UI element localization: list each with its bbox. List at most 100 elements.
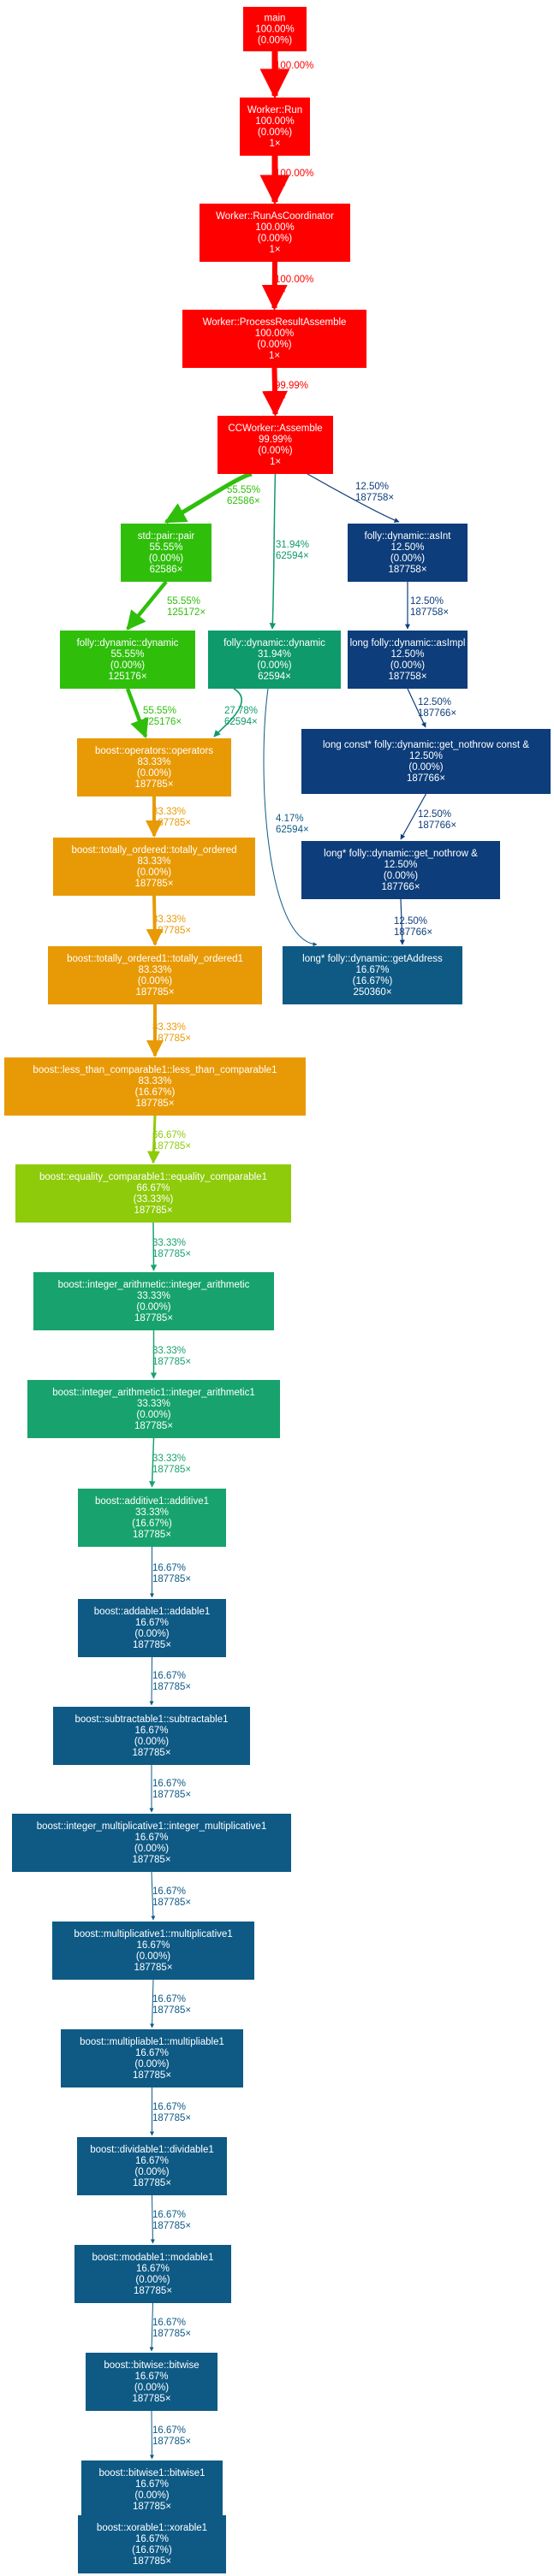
node-label: 33.33% bbox=[135, 1507, 169, 1518]
node-box bbox=[81, 2461, 223, 2519]
edge-label: 1× bbox=[275, 72, 286, 82]
edge-line bbox=[407, 688, 426, 728]
node-box bbox=[77, 2137, 227, 2195]
node-label: 31.94% bbox=[258, 649, 291, 660]
node-label: (0.00%) bbox=[258, 234, 292, 244]
node-label: boost::additive1::additive1 bbox=[95, 1496, 209, 1507]
edge-label: 27.78% bbox=[224, 706, 258, 716]
node-box bbox=[217, 416, 333, 474]
node-label: boost::bitwise::bitwise bbox=[104, 2360, 199, 2371]
edge-ccw-to-pair: 55.55%62586× bbox=[164, 471, 260, 524]
node-label: 12.50% bbox=[384, 860, 417, 870]
edge-label: 55.55% bbox=[143, 706, 176, 716]
edge-label: 12.50% bbox=[418, 697, 451, 708]
node-box bbox=[182, 310, 366, 368]
nodes-layer: main100.00%(0.00%)Worker::Run100.00%(0.0… bbox=[4, 7, 551, 2573]
node-box bbox=[27, 1380, 280, 1438]
edge-label: 187785× bbox=[152, 1465, 191, 1475]
edge-label: 187758× bbox=[355, 493, 394, 503]
node-label: 187785× bbox=[133, 1530, 171, 1540]
node-label: 125176× bbox=[108, 672, 146, 682]
node-label: 12.50% bbox=[409, 751, 443, 761]
edge-line bbox=[146, 895, 164, 946]
node-label: 187785× bbox=[133, 1640, 171, 1650]
edge-label: 100.00% bbox=[275, 275, 313, 285]
node-label: boost::totally_ordered1::totally_ordered… bbox=[67, 954, 243, 964]
node-box bbox=[301, 841, 500, 899]
node-label: 66.67% bbox=[136, 1183, 170, 1193]
edge-getnt-to-getn: 12.50%187766× bbox=[400, 793, 456, 840]
edge-label: 33.33% bbox=[152, 1238, 186, 1248]
edge-ops-to-tot: 83.33%187785× bbox=[146, 796, 191, 838]
node-label: 187758× bbox=[388, 672, 426, 682]
edge-label: 62594× bbox=[276, 551, 309, 561]
node-box bbox=[12, 1814, 291, 1872]
edge-label: 4.17% bbox=[276, 814, 304, 824]
edge-label: 16.67% bbox=[152, 2425, 186, 2436]
node-label: main bbox=[265, 14, 286, 24]
edge-mod-to-bitwise: 16.67%187785× bbox=[149, 2302, 191, 2352]
node-label: folly::dynamic::dynamic bbox=[77, 638, 179, 648]
node-box bbox=[78, 2515, 226, 2573]
node-label: (16.67%) bbox=[353, 976, 393, 986]
node-label: 83.33% bbox=[137, 757, 170, 767]
edge-eq-to-ia: 33.33%187785× bbox=[150, 1222, 191, 1271]
node-label: 187785× bbox=[134, 879, 173, 889]
node-box bbox=[78, 1489, 226, 1547]
edge-label: 100.00% bbox=[275, 61, 313, 71]
node-label: boost::bitwise1::bitwise1 bbox=[98, 2468, 205, 2478]
edge-ltc-to-eq: 66.67%187785× bbox=[146, 1115, 191, 1164]
node-ia1: boost::integer_arithmetic1::integer_arit… bbox=[27, 1380, 280, 1438]
edge-label: 55.55% bbox=[227, 485, 260, 495]
edge-ia-to-ia1: 33.33%187785× bbox=[150, 1330, 191, 1379]
node-label: (0.00%) bbox=[408, 762, 443, 773]
node-tot: boost::totally_ordered::totally_ordered8… bbox=[53, 838, 255, 896]
edge-label: 187785× bbox=[152, 2005, 191, 2016]
edge-label: 187766× bbox=[394, 927, 432, 938]
edge-dyn1-to-ops: 55.55%125176× bbox=[125, 688, 182, 739]
node-label: 250360× bbox=[353, 987, 391, 998]
node-label: (33.33%) bbox=[134, 1194, 174, 1205]
edge-pra-to-ccw: 99.99%1× bbox=[262, 367, 308, 417]
node-asint: folly::dynamic::asInt12.50%(0.00%)187758… bbox=[348, 524, 468, 582]
node-box bbox=[240, 98, 310, 156]
edge-label: 16.67% bbox=[152, 1563, 186, 1573]
node-bitwise: boost::bitwise::bitwise16.67%(0.00%)1877… bbox=[86, 2353, 217, 2411]
node-label: 187785× bbox=[133, 2556, 171, 2567]
edge-mult-to-mulable: 16.67%187785× bbox=[150, 1979, 191, 2028]
node-label: boost::xorable1::xorable1 bbox=[97, 2523, 207, 2533]
edge-ccw-to-dyn2: 31.94%62594× bbox=[269, 473, 309, 630]
node-box bbox=[78, 1599, 226, 1657]
edge-label: 187785× bbox=[152, 1574, 191, 1584]
node-label: (0.00%) bbox=[134, 2490, 169, 2501]
edge-label: 125176× bbox=[143, 717, 182, 727]
node-box bbox=[77, 738, 231, 796]
edge-line bbox=[263, 688, 318, 947]
edge-ia1-to-add1: 33.33%187785× bbox=[148, 1437, 191, 1488]
node-label: 100.00% bbox=[255, 329, 294, 339]
edge-label: 187785× bbox=[152, 1682, 191, 1692]
edge-addable-to-sub: 16.67%187785× bbox=[149, 1656, 191, 1706]
node-label: boost::multipliable1::multipliable1 bbox=[80, 2037, 224, 2047]
node-label: (0.00%) bbox=[134, 2167, 169, 2177]
edge-line bbox=[261, 261, 288, 311]
node-label: (16.67%) bbox=[132, 1519, 172, 1529]
edge-line bbox=[146, 1115, 160, 1164]
edge-label: 16.67% bbox=[152, 2318, 186, 2328]
node-label: 16.67% bbox=[135, 1618, 169, 1628]
node-label: boost::less_than_comparable1::less_than_… bbox=[33, 1065, 277, 1075]
node-label: 16.67% bbox=[135, 2048, 169, 2058]
node-label: (0.00%) bbox=[136, 1951, 170, 1962]
edge-label: 1× bbox=[275, 180, 286, 190]
edge-label: 99.99% bbox=[275, 381, 308, 391]
edge-label: 16.67% bbox=[152, 1886, 186, 1897]
edge-ccw-to-asint: 12.50%187758× bbox=[307, 473, 400, 523]
edge-label: 66.67% bbox=[152, 1130, 186, 1140]
edge-getn-to-getaddr: 12.50%187766× bbox=[394, 898, 432, 945]
node-label: 55.55% bbox=[149, 542, 182, 553]
edge-im-to-mult: 16.67%187785× bbox=[151, 1871, 191, 1921]
